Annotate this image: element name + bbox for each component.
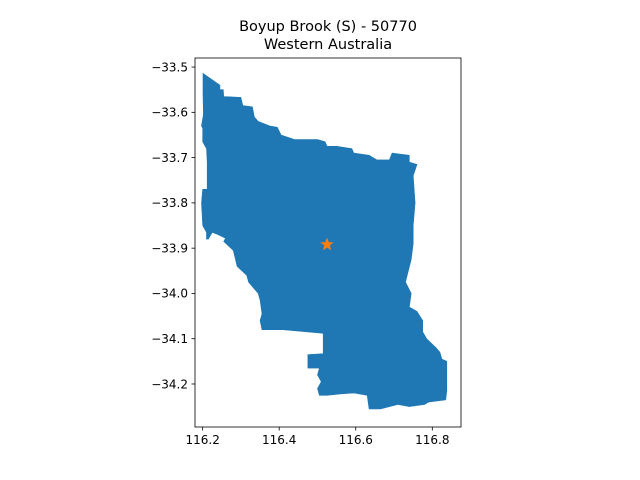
x-tick-label: 116.6 <box>339 433 373 447</box>
y-tick-label: −33.7 <box>151 151 188 165</box>
y-tick-label: −33.6 <box>151 106 188 120</box>
y-tick-label: −34.1 <box>151 332 188 346</box>
y-tick-label: −33.9 <box>151 241 188 255</box>
y-axis: −33.5 −33.6 −33.7 −33.8 −33.9 −34.0 −34.1 −34.2 <box>151 60 195 391</box>
y-tick-label: −34.2 <box>151 377 188 391</box>
y-tick-label: −33.8 <box>151 196 188 210</box>
map-title-line-1: Boyup Brook (S) - 50770 <box>239 19 417 35</box>
y-tick-label: −33.5 <box>151 60 188 74</box>
star-icon <box>320 237 334 251</box>
x-tick-label: 116.4 <box>262 433 296 447</box>
x-axis: 116.2 116.4 116.6 116.8 <box>185 427 449 447</box>
axes-frame <box>194 57 462 428</box>
map-title-line-2: Western Australia <box>264 37 392 53</box>
y-tick-label: −34.0 <box>151 287 188 301</box>
plot-area <box>201 72 448 410</box>
shire-boundary <box>201 72 448 410</box>
x-tick-label: 116.2 <box>185 433 219 447</box>
x-tick-label: 116.8 <box>415 433 449 447</box>
